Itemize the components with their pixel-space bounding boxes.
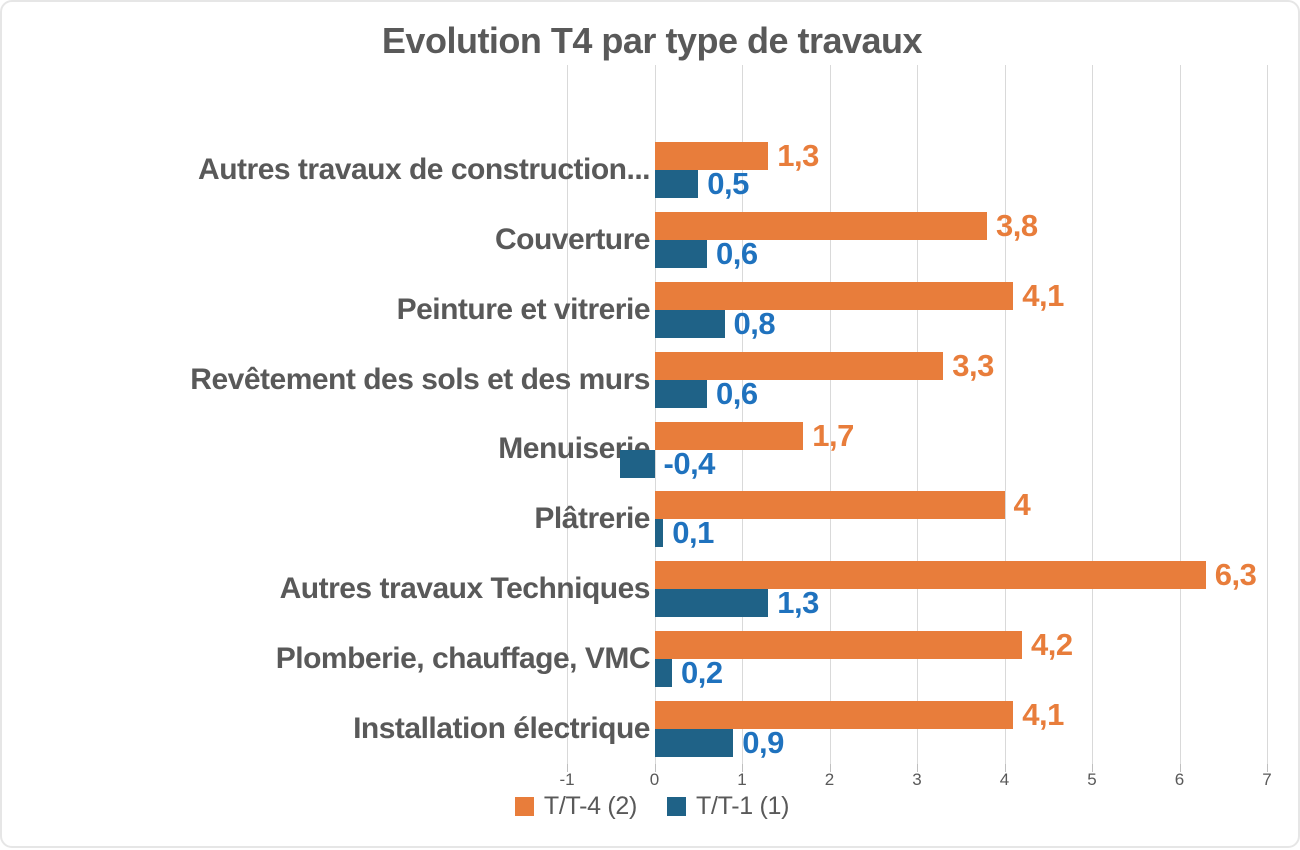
value-label-tt1: 0,8: [733, 305, 776, 341]
value-label-tt1: 0,6: [716, 375, 758, 411]
bar-tt4: [654, 561, 1206, 590]
x-tick-mark: [654, 764, 656, 772]
value-label-tt4: 4,1: [1022, 697, 1064, 733]
x-tick-label: -1: [559, 770, 575, 789]
x-tick-label: 1: [737, 770, 747, 789]
legend-item-tt4: T/T-4 (2): [514, 792, 637, 821]
value-label-tt4: 4,1: [1022, 277, 1064, 313]
legend-swatch-tt4: [514, 797, 534, 816]
x-tick-label: 6: [1174, 770, 1185, 789]
bar-tt4: [654, 281, 1014, 310]
value-label-tt4: 3,3: [952, 347, 994, 383]
bar-tt1: [654, 239, 707, 268]
gridline: [654, 65, 656, 764]
value-label-tt4: 6,3: [1214, 557, 1257, 593]
legend-label-tt1: T/T-1 (1): [696, 792, 790, 820]
gridline: [742, 65, 743, 764]
bar-tt4: [654, 631, 1022, 660]
chart-title: Evolution T4 par type de travaux: [381, 20, 923, 61]
bar-tt4: [654, 351, 944, 380]
gridline: [1004, 65, 1006, 764]
x-tick-label: 3: [912, 770, 922, 789]
value-label-tt4: 1,3: [777, 137, 819, 173]
value-label-tt4: 4: [1013, 487, 1031, 523]
bar-tt1: [654, 659, 672, 688]
category-label: Autres travaux Techniques: [279, 572, 651, 606]
x-tick-mark: [1092, 764, 1093, 772]
category-label: Plâtrerie: [534, 502, 650, 536]
value-label-tt4: 1,7: [812, 417, 854, 453]
x-tick-mark: [1267, 764, 1268, 772]
x-tick-mark: [1004, 764, 1006, 772]
category-label: Installation électrique: [353, 712, 650, 746]
x-tick-label: 4: [999, 770, 1010, 789]
value-label-tt4: 3,8: [996, 207, 1038, 243]
bar-tt1: [654, 589, 769, 618]
bar-tt4: [654, 421, 804, 450]
gridline: [1179, 65, 1181, 764]
legend-swatch-tt1: [667, 797, 686, 816]
value-label-tt1: 0,5: [707, 165, 749, 201]
value-label-tt4: 4,2: [1031, 627, 1073, 663]
bar-tt4: [654, 211, 987, 240]
bar-tt4: [654, 491, 1005, 520]
x-tick-label: 5: [1087, 770, 1097, 789]
value-label-tt1: 0,1: [672, 515, 714, 551]
bar-tt1: [619, 449, 655, 478]
gridline: [567, 65, 568, 764]
value-label-tt1: 0,9: [742, 725, 784, 761]
bar-tt4: [654, 701, 1014, 730]
legend: T/T-4 (2) T/T-1 (1): [2, 792, 1300, 821]
x-tick-mark: [567, 764, 568, 772]
x-tick-mark: [917, 764, 918, 772]
category-label: Autres travaux de construction...: [198, 152, 650, 186]
x-tick-mark: [1179, 764, 1181, 772]
gridline: [917, 65, 918, 764]
x-tick-label: 2: [824, 770, 835, 789]
gridline: [1092, 65, 1093, 764]
value-label-tt1: 0,2: [681, 655, 723, 691]
category-label: Revêtement des sols et des murs: [190, 362, 650, 396]
gridline: [829, 65, 831, 764]
value-label-tt1: -0,4: [663, 445, 716, 481]
value-label-tt1: 1,3: [777, 585, 819, 621]
bar-tt1: [654, 519, 664, 548]
legend-item-tt1: T/T-1 (1): [667, 792, 789, 821]
bar-tt1: [654, 729, 734, 758]
gridline: [1267, 65, 1268, 764]
x-tick-mark: [829, 764, 831, 772]
x-tick-mark: [742, 764, 743, 772]
x-tick-label: 7: [1262, 770, 1272, 789]
legend-label-tt4: T/T-4 (2): [543, 792, 637, 820]
x-tick-label: 0: [649, 770, 660, 789]
bar-tt4: [654, 141, 769, 170]
category-label: Plomberie, chauffage, VMC: [275, 642, 651, 676]
bar-tt1: [654, 169, 699, 198]
category-label: Peinture et vitrerie: [396, 292, 651, 326]
bar-tt1: [654, 309, 725, 338]
value-label-tt1: 0,6: [716, 235, 758, 271]
bar-tt1: [654, 379, 707, 408]
category-label: Menuiserie: [498, 432, 650, 466]
category-label: Couverture: [494, 222, 651, 256]
